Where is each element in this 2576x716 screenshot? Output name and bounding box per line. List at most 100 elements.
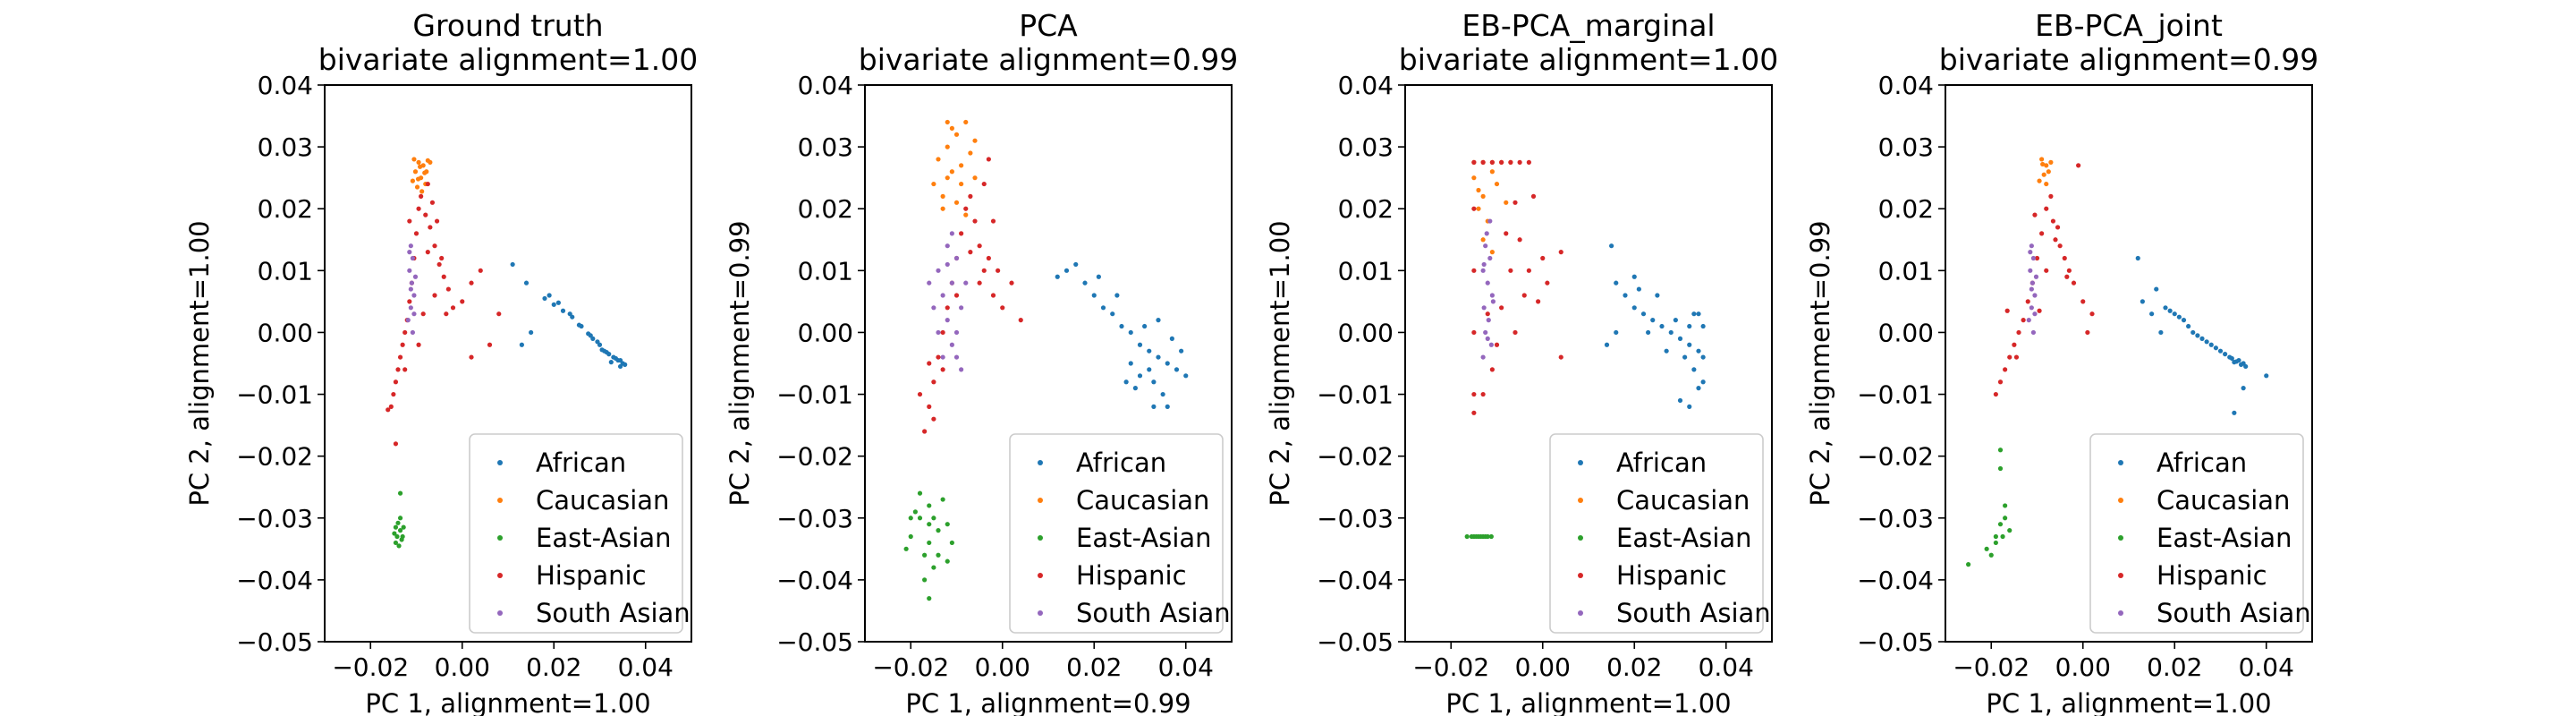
data-point xyxy=(1082,280,1088,286)
data-point xyxy=(2007,528,2012,533)
data-point xyxy=(1485,336,1490,341)
data-point xyxy=(1488,342,1494,347)
legend-label: Hispanic xyxy=(1076,560,1187,591)
x-tick-label: 0.04 xyxy=(618,652,674,682)
data-point xyxy=(595,339,600,345)
data-point xyxy=(1480,354,1486,360)
data-point xyxy=(940,293,945,298)
data-point xyxy=(936,329,941,336)
data-point xyxy=(940,329,945,336)
legend-label: Caucasian xyxy=(1076,485,1209,516)
data-point xyxy=(1687,323,1692,329)
legend-label: East-Asian xyxy=(536,523,672,553)
legend-box xyxy=(1549,433,1764,634)
legend-label: South Asian xyxy=(536,598,691,628)
data-point xyxy=(1169,336,1174,341)
data-point xyxy=(953,200,960,205)
y-tick-label: −0.02 xyxy=(1857,442,1934,472)
x-tick-label: 0.04 xyxy=(1699,652,1754,682)
data-point xyxy=(409,280,414,286)
legend-marker xyxy=(497,610,503,616)
legend-label: Hispanic xyxy=(2157,560,2267,591)
data-point xyxy=(1469,533,1474,540)
plot-frame xyxy=(864,84,1233,643)
data-point xyxy=(432,243,437,249)
data-point xyxy=(393,524,399,530)
data-point xyxy=(2167,308,2173,313)
x-tick-label: 0.02 xyxy=(1606,652,1662,682)
data-point xyxy=(917,490,923,496)
data-point xyxy=(1494,342,1500,347)
data-point xyxy=(2030,255,2036,261)
panel-pca: PCA bivariate alignment=0.99 PC 1, align… xyxy=(724,8,1238,716)
data-point xyxy=(1558,250,1563,255)
data-point xyxy=(2039,231,2045,236)
data-point xyxy=(551,302,556,307)
data-point xyxy=(949,280,954,286)
panel-eb-pca-marginal: EB-PCA_marginal bivariate alignment=1.00… xyxy=(1265,8,1778,716)
y-tick-label: −0.03 xyxy=(1317,504,1394,533)
data-point xyxy=(945,305,950,311)
data-point xyxy=(922,577,928,583)
data-point xyxy=(460,299,465,304)
data-point xyxy=(415,176,421,182)
axis-ticks: −0.02 0.00 0.02 0.04 −0.05 −0.04 −0.03 −0.02 −0.… xyxy=(1317,71,1754,682)
data-point xyxy=(940,367,945,372)
data-point xyxy=(1151,379,1157,385)
data-point xyxy=(1677,397,1683,404)
data-point xyxy=(608,360,614,365)
data-point xyxy=(2013,354,2020,360)
data-point xyxy=(1988,552,1994,558)
data-point xyxy=(1494,181,1500,187)
data-point xyxy=(567,311,572,317)
data-point xyxy=(2029,305,2034,311)
data-point xyxy=(945,261,950,268)
data-point xyxy=(1682,354,1688,360)
data-point xyxy=(936,528,941,533)
panel-title-line2: bivariate alignment=1.00 xyxy=(318,42,698,77)
data-point xyxy=(963,212,969,217)
data-point xyxy=(1691,367,1697,372)
data-point xyxy=(977,243,982,249)
data-point xyxy=(940,497,945,502)
data-point xyxy=(1483,329,1488,336)
data-point xyxy=(2030,329,2036,336)
data-point xyxy=(1499,305,1504,311)
data-point xyxy=(931,379,936,385)
data-point xyxy=(963,280,969,286)
data-point xyxy=(1156,354,1161,360)
data-point xyxy=(927,596,932,601)
y-axis-label: PC 2, alignment=1.00 xyxy=(184,220,215,506)
data-point xyxy=(972,218,978,224)
data-point xyxy=(1517,237,1522,243)
data-point xyxy=(959,181,964,187)
data-point xyxy=(1623,293,1628,298)
plot-frame xyxy=(1404,84,1773,643)
y-tick-label: 0.00 xyxy=(798,318,853,347)
legend-marker xyxy=(497,573,503,578)
data-point xyxy=(959,163,964,168)
data-point xyxy=(1696,348,1701,354)
legend-box xyxy=(2089,433,2304,634)
data-point xyxy=(1480,159,1486,165)
data-point xyxy=(1558,354,1563,360)
y-tick-label: 0.02 xyxy=(798,194,853,224)
data-point xyxy=(519,342,524,347)
legend-label: East-Asian xyxy=(1076,523,1212,553)
legend: African Caucasian East-Asian Hispanic South … xyxy=(2089,433,2311,634)
data-point xyxy=(936,157,941,162)
data-point xyxy=(408,305,413,311)
data-point xyxy=(1984,546,1989,551)
data-point xyxy=(959,305,964,311)
data-point xyxy=(1464,533,1470,540)
data-point xyxy=(1513,200,1518,205)
y-tick-label: −0.05 xyxy=(1317,627,1394,657)
legend-marker xyxy=(1038,498,1043,503)
data-point xyxy=(2223,352,2228,357)
data-point xyxy=(1009,280,1014,286)
data-point xyxy=(940,206,945,211)
data-point xyxy=(2057,243,2063,249)
data-point xyxy=(2199,336,2205,341)
y-tick-label: −0.04 xyxy=(1317,566,1394,595)
